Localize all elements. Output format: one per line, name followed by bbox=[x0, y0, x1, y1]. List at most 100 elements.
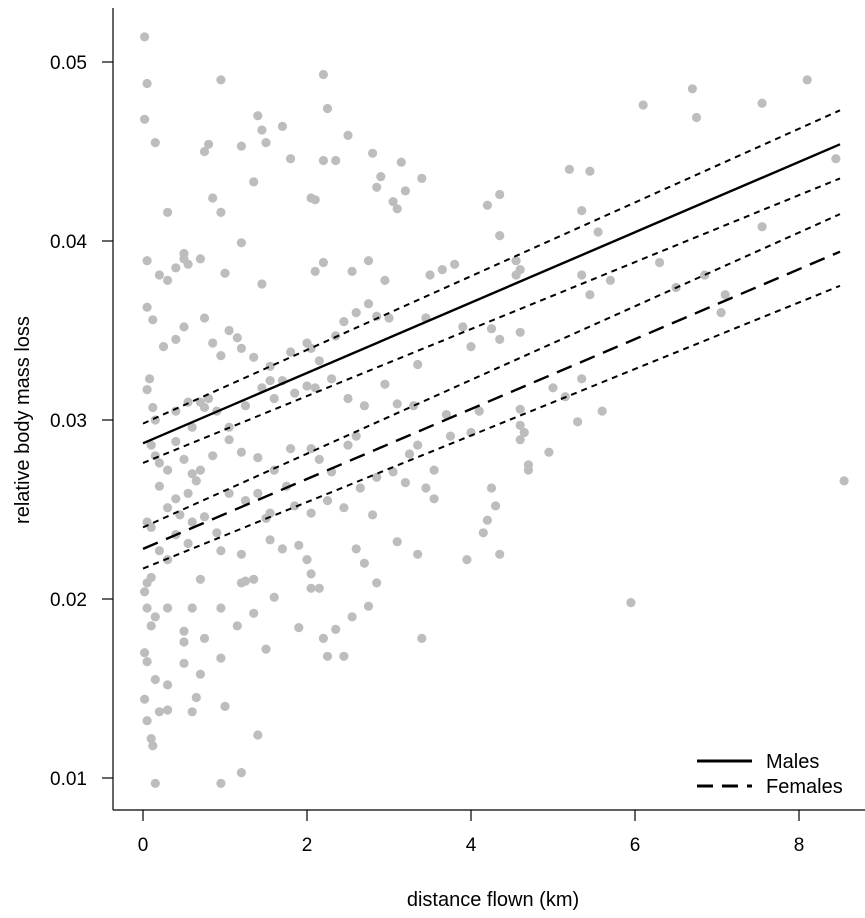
data-point bbox=[372, 578, 382, 588]
data-point bbox=[236, 343, 246, 353]
data-point bbox=[491, 501, 501, 511]
y-tick-label: 0.02 bbox=[50, 590, 87, 611]
data-point bbox=[140, 32, 150, 42]
data-point bbox=[236, 578, 246, 588]
data-point bbox=[216, 546, 226, 556]
data-point bbox=[343, 440, 353, 450]
data-point bbox=[290, 388, 300, 398]
data-point bbox=[392, 204, 402, 214]
data-point bbox=[171, 334, 181, 344]
data-point bbox=[146, 440, 156, 450]
data-point bbox=[310, 195, 320, 205]
data-point bbox=[355, 483, 365, 493]
data-point bbox=[515, 435, 525, 445]
data-point bbox=[322, 651, 333, 661]
data-point bbox=[700, 270, 710, 280]
data-point bbox=[495, 334, 505, 344]
data-point bbox=[146, 734, 156, 744]
data-point bbox=[187, 603, 197, 613]
data-point bbox=[204, 139, 214, 149]
data-point bbox=[343, 130, 353, 140]
data-point bbox=[216, 75, 226, 85]
x-tick-label: 4 bbox=[466, 835, 477, 856]
data-point bbox=[195, 574, 205, 584]
data-point bbox=[368, 510, 378, 520]
data-point bbox=[265, 535, 275, 545]
x-tick-label: 2 bbox=[302, 835, 313, 856]
data-point bbox=[148, 741, 158, 751]
data-point bbox=[573, 417, 583, 427]
fit-line-females bbox=[142, 250, 841, 551]
data-point bbox=[343, 393, 353, 404]
data-point bbox=[322, 496, 333, 506]
data-point bbox=[458, 322, 468, 332]
data-point bbox=[351, 544, 361, 554]
data-point bbox=[249, 352, 259, 362]
data-point bbox=[515, 420, 525, 430]
data-point bbox=[593, 227, 603, 237]
data-point bbox=[474, 406, 484, 416]
data-point bbox=[199, 633, 210, 644]
data-point bbox=[351, 431, 361, 441]
data-point bbox=[142, 302, 152, 312]
data-point bbox=[150, 778, 160, 789]
data-point bbox=[253, 111, 263, 121]
data-point bbox=[150, 612, 160, 622]
data-point bbox=[564, 164, 575, 174]
data-point bbox=[429, 465, 439, 475]
data-point bbox=[597, 406, 607, 416]
data-point bbox=[429, 494, 439, 504]
data-point bbox=[191, 692, 201, 703]
data-point bbox=[179, 658, 189, 669]
data-point bbox=[163, 207, 173, 217]
data-point bbox=[351, 308, 361, 318]
data-point bbox=[413, 440, 423, 450]
data-point bbox=[179, 322, 189, 332]
data-point bbox=[757, 222, 767, 232]
data-point bbox=[236, 141, 246, 151]
data-point bbox=[187, 422, 197, 432]
data-point bbox=[236, 238, 246, 248]
data-point bbox=[413, 359, 423, 370]
data-point bbox=[327, 374, 337, 384]
data-point bbox=[146, 572, 156, 583]
data-point bbox=[249, 608, 259, 618]
data-point bbox=[183, 259, 193, 269]
data-point bbox=[179, 626, 189, 636]
data-point bbox=[154, 458, 164, 468]
data-point bbox=[409, 401, 419, 411]
data-point bbox=[286, 444, 296, 454]
data-point bbox=[839, 476, 849, 486]
data-point bbox=[145, 374, 155, 384]
data-point bbox=[253, 453, 263, 463]
data-point bbox=[208, 338, 218, 348]
data-point bbox=[577, 206, 587, 216]
data-point bbox=[216, 778, 226, 789]
data-point bbox=[359, 558, 369, 568]
data-point bbox=[802, 75, 812, 85]
data-point bbox=[495, 231, 505, 241]
data-point bbox=[216, 207, 226, 217]
data-point bbox=[183, 538, 193, 549]
data-point bbox=[154, 481, 164, 491]
data-point bbox=[413, 549, 423, 559]
data-point bbox=[286, 347, 296, 357]
data-point bbox=[249, 574, 259, 584]
data-point bbox=[187, 517, 197, 527]
data-point bbox=[441, 410, 451, 420]
data-point bbox=[486, 324, 497, 334]
data-point bbox=[372, 182, 382, 192]
data-point bbox=[339, 317, 349, 327]
data-point bbox=[224, 435, 234, 445]
data-point bbox=[140, 587, 150, 597]
data-point bbox=[363, 299, 374, 309]
data-point bbox=[195, 465, 205, 475]
data-point bbox=[339, 651, 349, 661]
data-point bbox=[294, 623, 304, 633]
data-point bbox=[220, 701, 230, 712]
data-point bbox=[171, 263, 181, 273]
data-point bbox=[269, 393, 279, 404]
data-point bbox=[347, 612, 357, 622]
x-tick-label: 6 bbox=[630, 835, 641, 856]
